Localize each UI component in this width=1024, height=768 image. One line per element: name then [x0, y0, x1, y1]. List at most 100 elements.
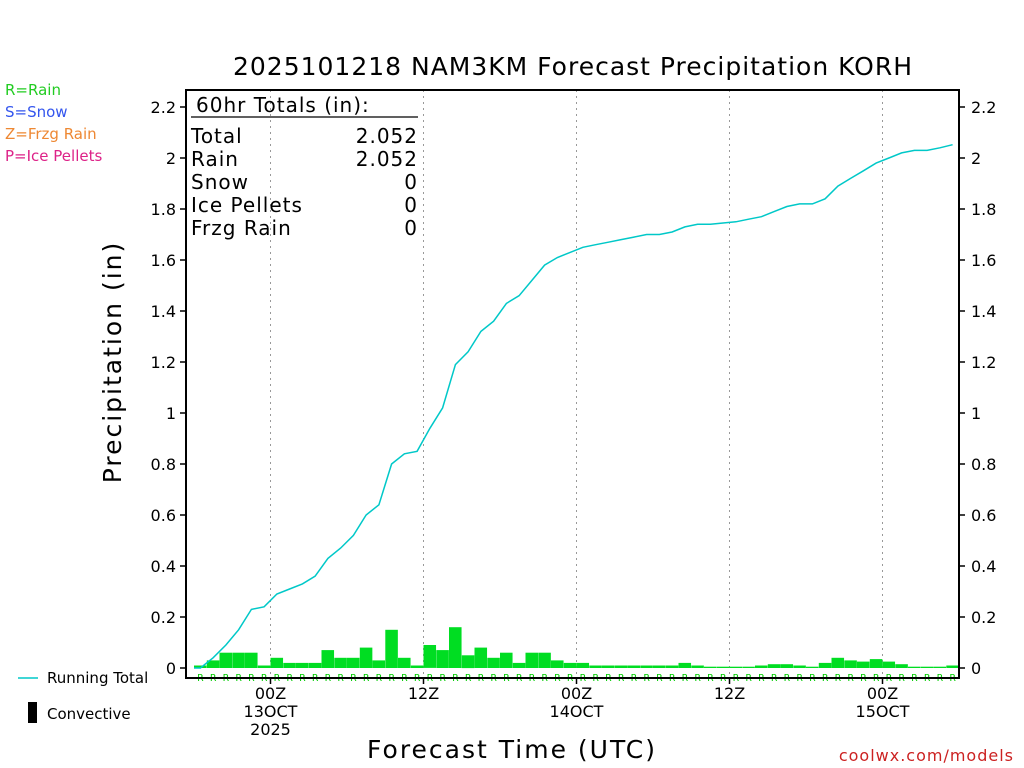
- convective-legend: Convective: [47, 705, 131, 723]
- y-tick-label: 0.6: [971, 506, 996, 525]
- precip-bar: [359, 647, 373, 668]
- precip-bar: [334, 657, 347, 668]
- type-legend-item: R=Rain: [5, 81, 61, 99]
- precip-bar: [206, 660, 220, 668]
- precip-bar: [398, 657, 411, 668]
- x-tick-label: 12Z: [408, 684, 439, 703]
- precip-bar: [933, 666, 947, 668]
- y-tick-label: 1.2: [151, 353, 176, 372]
- precip-bar: [602, 665, 615, 668]
- chart-title: 2025101218 NAM3KM Forecast Precipitation…: [233, 52, 913, 81]
- y-tick-label: 0.8: [151, 455, 176, 474]
- x-tick-label: 13OCT: [244, 702, 298, 721]
- y-tick-label: 2.2: [151, 98, 176, 117]
- x-tick-label: 00Z: [255, 684, 286, 703]
- precip-bar: [576, 662, 590, 668]
- precip-bar: [474, 647, 488, 668]
- precip-bar: [793, 665, 806, 668]
- totals-value: 0: [404, 216, 418, 240]
- totals-label: Frzg Rain: [191, 216, 292, 240]
- x-tick-label: 15OCT: [856, 702, 910, 721]
- y-tick-label: 1.6: [151, 251, 176, 270]
- precip-bar: [704, 666, 717, 668]
- running-total-legend: Running Total: [47, 669, 148, 687]
- y-axis-left: 0 0.2 0.4 0.6 0.8 1 1.2 1.4 1.6 1.8 2 2.2: [151, 98, 186, 678]
- hourly-bars: [194, 627, 959, 669]
- plot-frame: [185, 89, 960, 679]
- y-tick-label: 2.2: [971, 98, 996, 117]
- x-axis-label: Forecast Time (UTC): [367, 735, 657, 764]
- y-tick-label: 0: [166, 659, 176, 678]
- precip-bar: [920, 666, 934, 668]
- x-tick-label: 2025: [250, 720, 291, 739]
- y-axis-right: 0 0.2 0.4 0.6 0.8 1 1.2 1.4 1.6 1.8 2 2.2: [959, 98, 996, 678]
- precip-bar: [500, 652, 513, 668]
- precip-bar: [219, 652, 233, 668]
- type-legend-item: S=Snow: [5, 103, 68, 121]
- precip-bar: [831, 657, 845, 668]
- precip-bar: [844, 660, 857, 668]
- precip-type-legend: R=Rain S=Snow Z=Frzg Rain P=Ice Pellets: [5, 81, 102, 165]
- precip-bar: [780, 664, 794, 668]
- y-tick-label: 0.2: [151, 608, 176, 627]
- running-total-line: [194, 143, 953, 669]
- precip-bar: [283, 662, 296, 668]
- totals-value: 0: [404, 170, 418, 194]
- precip-bar: [525, 652, 539, 668]
- gridlines: [270, 90, 883, 678]
- x-tick-label: 12Z: [714, 684, 745, 703]
- precip-bar: [232, 652, 245, 668]
- y-tick-label: 1.6: [971, 251, 996, 270]
- precip-bar: [882, 661, 896, 668]
- series-legend: Running Total Convective: [18, 669, 148, 723]
- precip-bar: [461, 655, 475, 669]
- totals-label: Ice Pellets: [191, 193, 303, 217]
- precip-bar: [449, 627, 462, 668]
- precip-bar: [563, 662, 577, 668]
- precip-bar: [512, 662, 526, 668]
- y-tick-label: 1.2: [971, 353, 996, 372]
- precip-bar: [857, 661, 870, 668]
- y-tick-label: 0.8: [971, 455, 996, 474]
- totals-header: 60hr Totals (in):: [196, 93, 370, 117]
- precip-bar: [908, 666, 921, 668]
- precip-bar: [869, 659, 883, 668]
- precip-bar: [270, 657, 284, 668]
- totals-value: 0: [404, 193, 418, 217]
- precip-bar: [245, 652, 258, 668]
- precip-bar: [691, 665, 704, 668]
- precip-bar: [410, 665, 424, 668]
- precip-bar: [818, 662, 832, 668]
- precip-bar: [385, 629, 398, 668]
- precip-bar: [589, 665, 602, 668]
- y-tick-label: 2: [166, 149, 176, 168]
- precip-bar: [653, 665, 666, 668]
- precip-bar: [716, 666, 730, 668]
- totals-label: Rain: [191, 147, 239, 171]
- precip-bar: [678, 662, 692, 668]
- convective-swatch: [28, 702, 37, 723]
- precip-bar: [806, 666, 819, 668]
- y-tick-label: 1.8: [151, 200, 176, 219]
- precip-bar: [308, 662, 322, 668]
- precip-bar: [321, 650, 335, 668]
- precip-bar: [194, 665, 207, 668]
- x-tick-label: 00Z: [561, 684, 592, 703]
- y-tick-label: 2: [971, 149, 981, 168]
- credit-text: coolwx.com/models: [839, 746, 1014, 765]
- totals-value: 2.052: [356, 147, 418, 171]
- y-tick-label: 0.2: [971, 608, 996, 627]
- precip-bar: [767, 664, 781, 668]
- precip-bar: [946, 665, 959, 668]
- precip-bar: [257, 665, 271, 668]
- totals-label: Total: [190, 124, 243, 148]
- precip-bar: [742, 666, 755, 668]
- y-axis-label: Precipitation (in): [98, 241, 127, 484]
- totals-label: Snow: [191, 170, 249, 194]
- y-tick-label: 1: [166, 404, 176, 423]
- precip-bar: [627, 665, 641, 668]
- type-legend-item: P=Ice Pellets: [5, 147, 102, 165]
- y-tick-label: 0.4: [971, 557, 996, 576]
